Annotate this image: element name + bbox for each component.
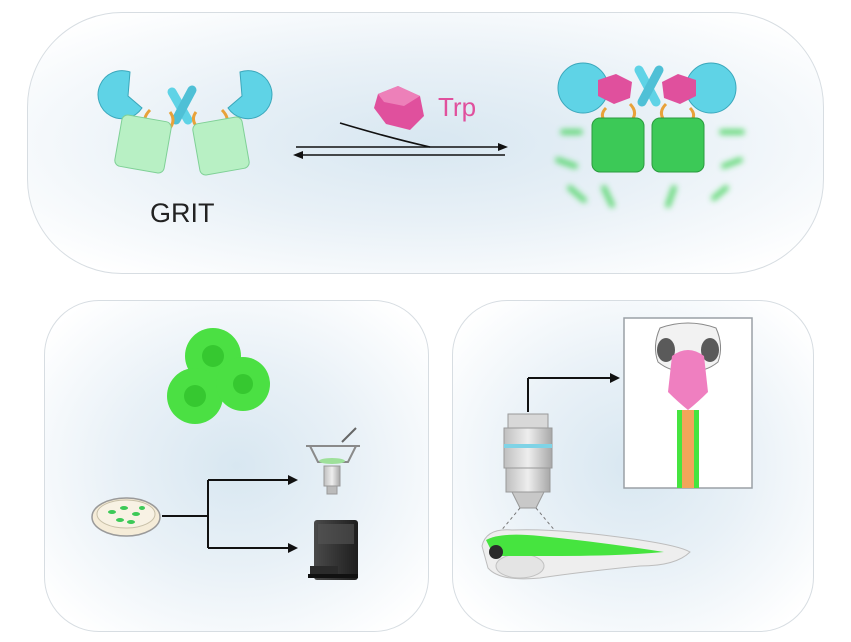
grit-active-sensor-icon bbox=[555, 62, 745, 208]
inverted-microscope-icon bbox=[306, 427, 360, 495]
zebrafish-brain-dorsal-view-icon bbox=[623, 317, 753, 489]
trp-ligand-icon bbox=[374, 86, 424, 130]
petri-dish-icon bbox=[91, 497, 161, 537]
trp-label: Trp bbox=[438, 92, 477, 122]
fluorescent-cells-icon bbox=[167, 328, 270, 424]
grit-label: GRIT bbox=[150, 198, 215, 228]
microscope-objective-icon bbox=[499, 413, 557, 533]
imaging-arrow-icon bbox=[527, 373, 620, 412]
equilibrium-arrows-icon bbox=[293, 122, 508, 159]
branching-arrows-icon bbox=[162, 475, 298, 553]
plate-reader-icon bbox=[308, 520, 358, 580]
grit-inactive-sensor-icon bbox=[97, 70, 273, 176]
zebrafish-larva-icon bbox=[481, 529, 691, 580]
